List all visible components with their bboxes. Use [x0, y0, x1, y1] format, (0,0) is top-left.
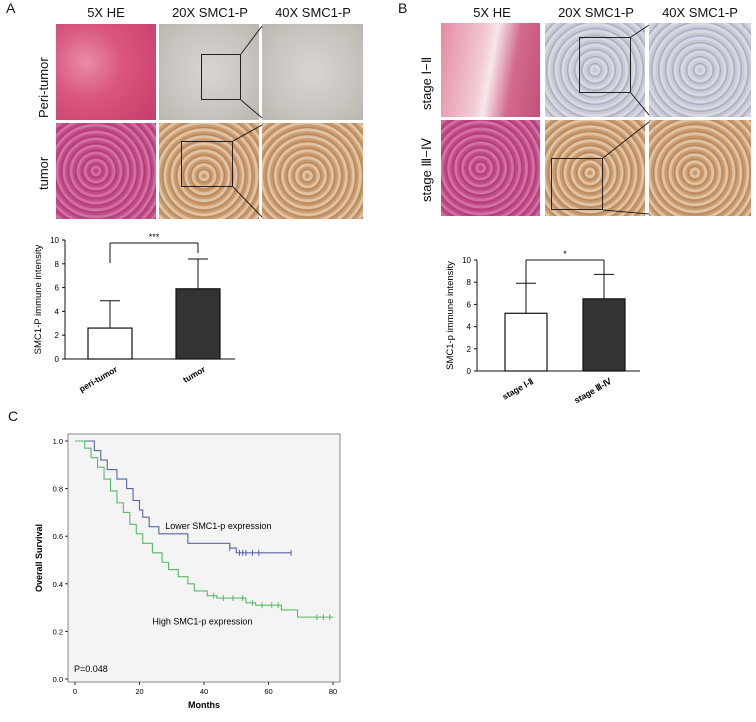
panel-b-he-early-image — [441, 23, 540, 117]
y-tick-label: 6 — [467, 300, 472, 309]
panel-a-he-tumor-image — [56, 123, 156, 219]
zoom-box — [579, 37, 631, 93]
y-tick-label: 0 — [55, 355, 60, 364]
survival-curve-high — [75, 440, 333, 618]
x-tick-label: 60 — [264, 687, 272, 696]
y-tick-label: 10 — [50, 236, 59, 245]
zoom-box — [201, 54, 241, 100]
panel-b-40x-early-image — [649, 23, 751, 117]
y-tick-label: 0 — [467, 367, 472, 376]
y-tick-label: 2 — [55, 331, 60, 340]
panel-a-col-20x: 20X SMC1-P — [172, 5, 248, 20]
x-tick-label: peri-tumor — [77, 364, 119, 394]
y-tick-label: 1.0 — [53, 437, 63, 446]
y-tick-label: 8 — [467, 278, 472, 287]
panel-a-40x-peritumor-image — [262, 24, 363, 120]
series-label-lower: Lower SMC1-p expression — [165, 521, 271, 531]
panel-a-40x-tumor-image — [262, 123, 363, 219]
bar — [504, 312, 548, 372]
panel-a-20x-tumor-image — [159, 123, 259, 219]
y-axis-label: SMC1-P immune intensity — [33, 244, 44, 354]
p-value-annotation: P=0.048 — [74, 664, 108, 674]
zoom-box — [181, 141, 233, 187]
y-tick-label: 10 — [462, 256, 471, 265]
y-tick-label: 0.6 — [53, 532, 63, 541]
x-axis-label: Months — [188, 700, 220, 710]
x-tick-label: stage Ⅲ-Ⅳ — [572, 375, 614, 405]
panel-a-col-40x: 40X SMC1-P — [275, 5, 351, 20]
x-tick-label: tumor — [181, 364, 207, 385]
bar-chart-a: 0 2 4 6 8 10 SMC1-P immune intensity peri-tumor… — [33, 232, 235, 394]
y-tick-label: 4 — [55, 307, 60, 316]
panel-b-20x-early-image — [545, 23, 645, 117]
zoom-connectors — [232, 24, 650, 218]
panel-b-he-late-image — [441, 120, 540, 216]
y-axis-label: SMC1-p immune intensity — [445, 261, 456, 370]
x-tick-label: 80 — [329, 687, 337, 696]
y-tick-label: 2 — [467, 345, 472, 354]
bar — [87, 327, 133, 360]
panel-b-20x-late-image — [545, 120, 645, 216]
y-tick-label: 0.4 — [53, 580, 63, 589]
x-tick-label: 0 — [73, 687, 77, 696]
y-axis-label: Overall Survival — [34, 524, 44, 592]
bar-chart-b: 0 2 4 6 8 10 SMC1-p immune intensity stage Ⅰ-Ⅱ s… — [445, 250, 640, 405]
panel-b-col-he: 5X HE — [473, 5, 511, 20]
x-tick-label: stage Ⅰ-Ⅱ — [500, 376, 535, 402]
survival-chart: 0.0 0.2 0.4 0.6 0.8 1.0 0 20 40 60 80 Months Overall… — [34, 433, 341, 710]
bar — [175, 288, 221, 360]
x-tick-label: 20 — [135, 687, 143, 696]
significance-label: *** — [149, 232, 160, 242]
panel-b-letter: B — [398, 0, 408, 16]
panel-a-letter: A — [6, 0, 16, 16]
plot-area — [67, 433, 341, 683]
y-tick-label: 0.0 — [53, 675, 63, 684]
y-tick-label: 6 — [55, 284, 60, 293]
panel-a-20x-peritumor-image — [159, 24, 259, 120]
x-tick-label: 40 — [200, 687, 208, 696]
survival-curve-lower — [75, 440, 292, 554]
panel-b-40x-late-image — [649, 120, 751, 216]
y-tick-label: 0.2 — [53, 627, 63, 636]
panel-c-letter: C — [8, 408, 19, 424]
panel-b-col-40x: 40X SMC1-P — [662, 5, 738, 20]
panel-b-col-20x: 20X SMC1-P — [558, 5, 634, 20]
bar — [582, 298, 626, 372]
y-tick-label: 4 — [467, 323, 472, 332]
zoom-box — [551, 158, 603, 210]
series-label-high: High SMC1-p expression — [152, 616, 252, 626]
panel-a-he-peritumor-image — [56, 24, 156, 120]
panel-a-col-he: 5X HE — [87, 5, 125, 20]
y-tick-label: 0.8 — [53, 485, 63, 494]
significance-label: * — [563, 250, 567, 259]
y-tick-label: 8 — [55, 260, 60, 269]
